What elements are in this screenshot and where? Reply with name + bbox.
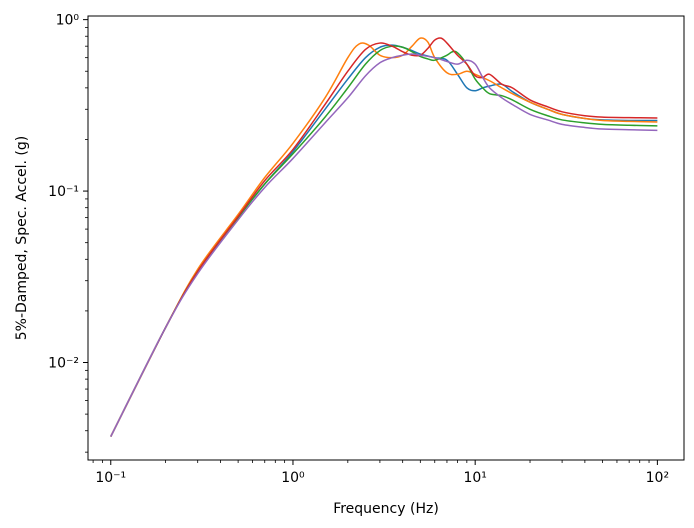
y-tick-label: 10⁰ [56,13,80,29]
x-tick-label: 10⁰ [281,470,305,486]
series-line-5 [110,53,658,437]
x-tick-label: 10² [646,470,669,486]
series-layer [110,37,658,437]
x-tick-label: 10⁻¹ [95,470,126,486]
x-tick-label: 10¹ [463,470,486,486]
plot-background [88,16,684,460]
plot-frame [87,15,685,461]
x-axis-title: Frequency (Hz) [333,501,439,517]
series-line-2 [110,37,658,437]
y-tick-label: 10⁻¹ [48,184,79,200]
y-axis-title: 5%-Damped, Spec. Accel. (g) [14,136,30,340]
series-line-4 [110,37,658,437]
y-tick-label: 10⁻² [48,356,79,372]
series-line-3 [110,45,658,437]
